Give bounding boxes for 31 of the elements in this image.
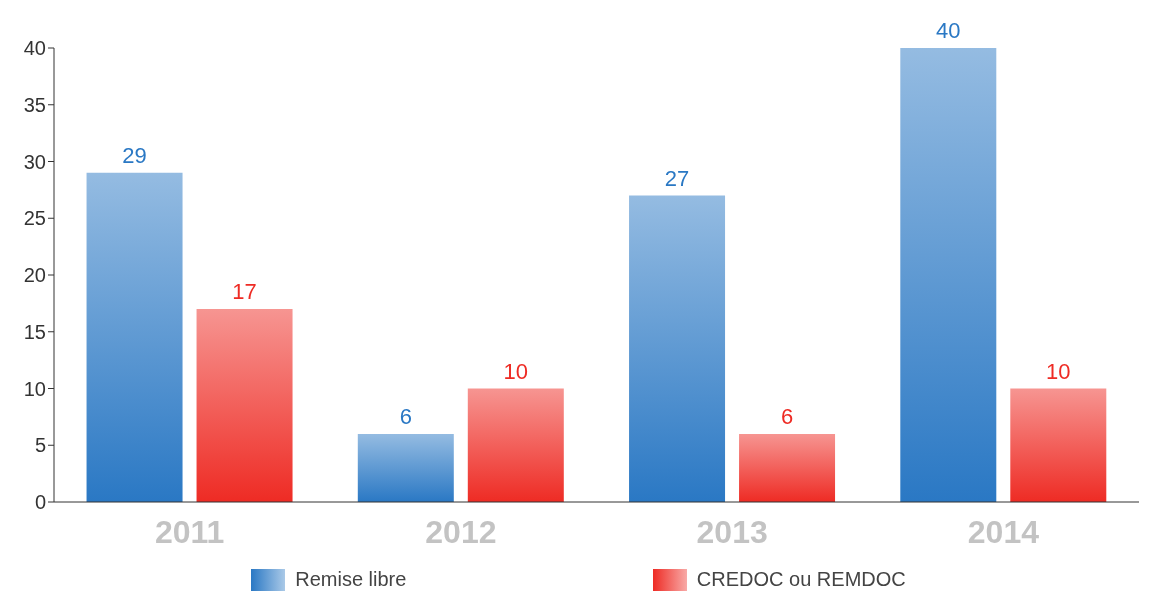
x-tick-label: 2014 — [967, 513, 1040, 550]
data-label: 27 — [664, 165, 690, 191]
bar — [86, 172, 183, 502]
y-tick-label: 10 — [23, 377, 46, 400]
x-tick-label: 2011 — [154, 513, 225, 550]
data-label: 10 — [503, 358, 529, 384]
y-tick-label: 0 — [34, 491, 46, 514]
bar — [739, 433, 836, 502]
bar — [467, 388, 564, 502]
bar — [900, 48, 997, 502]
y-tick-label: 20 — [23, 264, 46, 287]
legend-label: CREDOC ou REMDOC — [696, 568, 906, 591]
data-label: 29 — [122, 142, 147, 168]
y-tick-label: 35 — [23, 93, 46, 116]
x-tick-label: 2012 — [425, 513, 497, 550]
y-tick-label: 5 — [34, 434, 46, 457]
bar — [629, 195, 726, 502]
legend-label: Remise libre — [295, 568, 407, 591]
y-tick-label: 30 — [23, 150, 46, 173]
y-tick-label: 40 — [23, 37, 46, 60]
y-tick-label: 15 — [23, 320, 46, 343]
data-label: 40 — [936, 18, 961, 43]
data-label: 6 — [399, 403, 412, 429]
x-tick-label: 2013 — [696, 513, 768, 550]
bar — [196, 309, 293, 502]
data-label: 17 — [232, 279, 257, 305]
data-label: 6 — [780, 403, 794, 429]
data-label: 10 — [1046, 358, 1071, 384]
bar — [357, 433, 454, 502]
bar — [1010, 388, 1107, 502]
y-tick-label: 25 — [23, 207, 46, 230]
